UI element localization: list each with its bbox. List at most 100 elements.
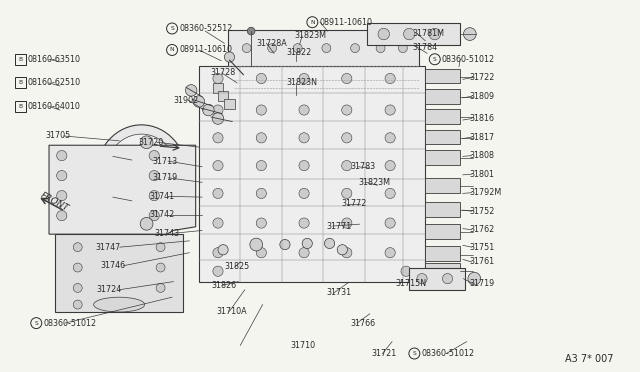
Circle shape (73, 263, 82, 272)
Text: 31752: 31752 (470, 207, 495, 216)
Circle shape (322, 44, 331, 52)
Bar (213, 83, 223, 93)
Bar (425, 68, 460, 83)
Circle shape (293, 44, 302, 52)
Text: 31731: 31731 (326, 288, 351, 297)
Text: 31719: 31719 (152, 173, 177, 182)
Text: 31728: 31728 (211, 68, 236, 77)
Circle shape (342, 133, 352, 143)
Text: A3 7* 007: A3 7* 007 (565, 355, 613, 365)
Circle shape (130, 174, 153, 198)
Circle shape (385, 160, 396, 171)
Bar (425, 263, 460, 278)
Circle shape (299, 105, 309, 115)
Circle shape (442, 273, 452, 284)
Text: 31720: 31720 (138, 138, 164, 147)
Polygon shape (49, 145, 196, 234)
Text: 31766: 31766 (351, 319, 376, 328)
Bar (425, 130, 460, 144)
Text: 31743: 31743 (154, 229, 179, 238)
Bar (425, 178, 460, 193)
Circle shape (299, 248, 309, 258)
Circle shape (385, 133, 396, 143)
Circle shape (256, 248, 266, 258)
Text: N: N (310, 20, 315, 25)
Text: 08911-10610: 08911-10610 (319, 18, 372, 27)
Circle shape (140, 217, 153, 230)
Text: 08360-51012: 08360-51012 (421, 349, 474, 358)
Circle shape (73, 300, 82, 309)
Text: S: S (170, 26, 174, 31)
Text: 31710A: 31710A (217, 307, 247, 316)
Circle shape (203, 104, 214, 116)
Text: 31808: 31808 (470, 151, 495, 160)
Text: B: B (19, 80, 22, 86)
Text: 31747: 31747 (95, 243, 121, 251)
Polygon shape (199, 65, 425, 282)
Bar (425, 89, 460, 104)
Text: 08160-62510: 08160-62510 (28, 78, 81, 87)
Circle shape (57, 151, 67, 161)
Circle shape (468, 272, 481, 285)
Circle shape (404, 28, 415, 40)
Circle shape (213, 133, 223, 143)
Text: 08911-10610: 08911-10610 (179, 45, 232, 54)
Circle shape (225, 52, 235, 62)
Circle shape (342, 73, 352, 84)
Circle shape (268, 44, 276, 52)
Circle shape (193, 96, 205, 107)
Circle shape (212, 113, 224, 124)
Text: 31781M: 31781M (412, 29, 444, 38)
Polygon shape (228, 31, 419, 65)
Circle shape (385, 218, 396, 228)
Circle shape (342, 188, 352, 199)
Circle shape (140, 136, 153, 149)
Text: S: S (433, 57, 436, 62)
Circle shape (156, 263, 165, 272)
Circle shape (149, 190, 159, 201)
Circle shape (337, 245, 348, 255)
Bar (15, 77, 26, 89)
Circle shape (213, 218, 223, 228)
Text: 31721: 31721 (371, 349, 396, 358)
Circle shape (122, 167, 161, 205)
Circle shape (342, 218, 352, 228)
Bar (425, 246, 460, 261)
Text: 31746: 31746 (100, 261, 125, 270)
Text: 31809: 31809 (470, 92, 495, 101)
Circle shape (385, 248, 396, 258)
Text: 31822: 31822 (287, 48, 312, 57)
Circle shape (342, 248, 352, 258)
Circle shape (256, 73, 266, 84)
Circle shape (385, 73, 396, 84)
Bar (425, 150, 460, 165)
Bar (425, 202, 460, 217)
Polygon shape (56, 234, 183, 312)
Circle shape (429, 28, 440, 40)
Circle shape (213, 105, 223, 115)
Circle shape (378, 28, 390, 40)
Text: 31772: 31772 (341, 199, 367, 208)
Text: S: S (413, 351, 416, 356)
Circle shape (299, 218, 309, 228)
Text: 31825: 31825 (225, 262, 250, 271)
Circle shape (299, 160, 309, 171)
Text: 08160-63510: 08160-63510 (28, 55, 80, 64)
Ellipse shape (95, 125, 188, 229)
Circle shape (57, 211, 67, 221)
Text: 31823M: 31823M (294, 31, 326, 41)
Text: 31705: 31705 (46, 131, 71, 141)
Circle shape (385, 105, 396, 115)
Text: 31783: 31783 (351, 162, 376, 171)
Text: N: N (170, 48, 174, 52)
Circle shape (156, 283, 165, 292)
Circle shape (149, 211, 159, 221)
Circle shape (417, 273, 427, 284)
Text: 31816: 31816 (470, 114, 495, 123)
Text: B: B (19, 57, 22, 62)
Text: S: S (35, 321, 38, 326)
Circle shape (57, 190, 67, 201)
Circle shape (401, 266, 411, 276)
Text: 08360-51012: 08360-51012 (44, 319, 97, 328)
Text: 31771: 31771 (326, 221, 351, 231)
